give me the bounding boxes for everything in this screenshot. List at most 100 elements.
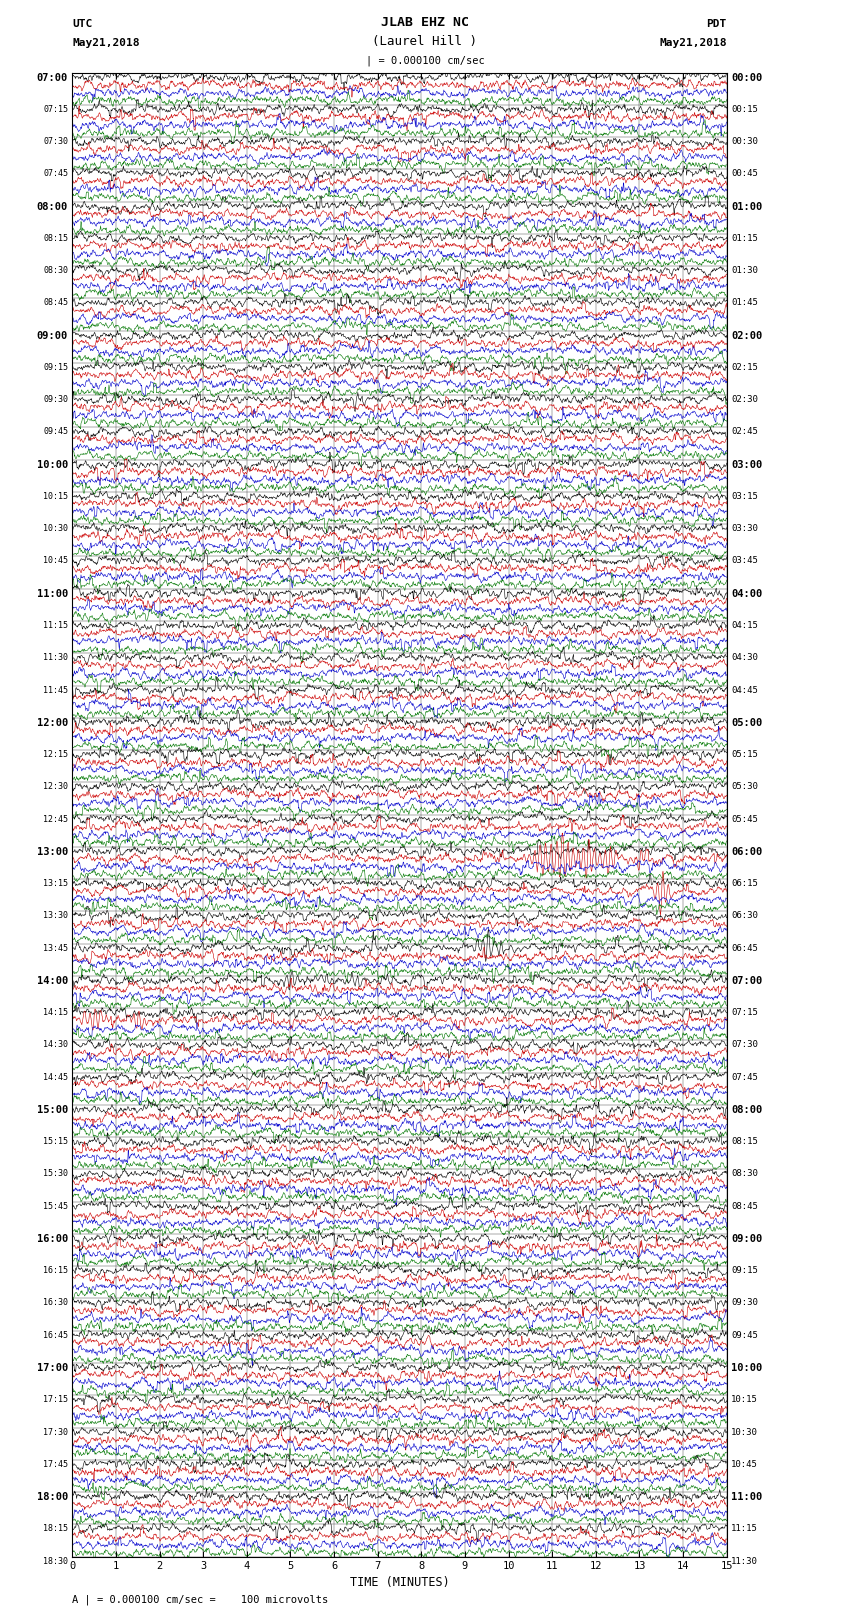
Text: 02:00: 02:00 <box>731 331 762 340</box>
Text: 08:30: 08:30 <box>43 266 68 276</box>
Text: 14:00: 14:00 <box>37 976 68 986</box>
Text: 03:15: 03:15 <box>731 492 758 502</box>
Text: 01:30: 01:30 <box>731 266 758 276</box>
Text: 08:00: 08:00 <box>37 202 68 211</box>
Text: 02:15: 02:15 <box>731 363 758 373</box>
Text: 14:45: 14:45 <box>43 1073 68 1082</box>
Text: 08:15: 08:15 <box>731 1137 758 1147</box>
Text: 04:45: 04:45 <box>731 686 758 695</box>
Text: | = 0.000100 cm/sec: | = 0.000100 cm/sec <box>366 55 484 66</box>
Text: 05:30: 05:30 <box>731 782 758 792</box>
Text: 08:45: 08:45 <box>43 298 68 308</box>
Text: 09:45: 09:45 <box>731 1331 758 1340</box>
Text: 17:30: 17:30 <box>43 1428 68 1437</box>
Text: 11:00: 11:00 <box>37 589 68 598</box>
Text: May21,2018: May21,2018 <box>660 39 727 48</box>
Text: 10:00: 10:00 <box>37 460 68 469</box>
Text: 12:00: 12:00 <box>37 718 68 727</box>
Text: A | = 0.000100 cm/sec =    100 microvolts: A | = 0.000100 cm/sec = 100 microvolts <box>72 1594 328 1605</box>
Text: 12:45: 12:45 <box>43 815 68 824</box>
Text: 08:30: 08:30 <box>731 1169 758 1179</box>
Text: 10:30: 10:30 <box>43 524 68 534</box>
Text: 15:15: 15:15 <box>43 1137 68 1147</box>
Text: 18:30: 18:30 <box>43 1557 68 1566</box>
Text: 05:15: 05:15 <box>731 750 758 760</box>
Text: 09:30: 09:30 <box>731 1298 758 1308</box>
Text: 15:00: 15:00 <box>37 1105 68 1115</box>
Text: 07:15: 07:15 <box>43 105 68 115</box>
Text: 09:30: 09:30 <box>43 395 68 405</box>
Text: 08:00: 08:00 <box>731 1105 762 1115</box>
Text: 12:15: 12:15 <box>43 750 68 760</box>
Text: 10:30: 10:30 <box>731 1428 758 1437</box>
Text: 14:15: 14:15 <box>43 1008 68 1018</box>
Text: 10:45: 10:45 <box>731 1460 758 1469</box>
Text: 07:00: 07:00 <box>731 976 762 986</box>
Text: 05:00: 05:00 <box>731 718 762 727</box>
Text: 01:45: 01:45 <box>731 298 758 308</box>
Text: 02:30: 02:30 <box>731 395 758 405</box>
Text: 17:45: 17:45 <box>43 1460 68 1469</box>
Text: 11:15: 11:15 <box>43 621 68 631</box>
Text: 07:45: 07:45 <box>731 1073 758 1082</box>
Text: 08:15: 08:15 <box>43 234 68 244</box>
Text: 16:00: 16:00 <box>37 1234 68 1244</box>
Text: 12:30: 12:30 <box>43 782 68 792</box>
Text: 03:00: 03:00 <box>731 460 762 469</box>
Text: 09:00: 09:00 <box>731 1234 762 1244</box>
Text: 07:45: 07:45 <box>43 169 68 179</box>
Text: 17:00: 17:00 <box>37 1363 68 1373</box>
Text: 07:30: 07:30 <box>731 1040 758 1050</box>
Text: 11:00: 11:00 <box>731 1492 762 1502</box>
X-axis label: TIME (MINUTES): TIME (MINUTES) <box>349 1576 450 1589</box>
Text: 00:00: 00:00 <box>731 73 762 82</box>
Text: 13:15: 13:15 <box>43 879 68 889</box>
Text: May21,2018: May21,2018 <box>72 39 139 48</box>
Text: 01:15: 01:15 <box>731 234 758 244</box>
Text: 17:15: 17:15 <box>43 1395 68 1405</box>
Text: 09:15: 09:15 <box>43 363 68 373</box>
Text: 03:45: 03:45 <box>731 556 758 566</box>
Text: 00:15: 00:15 <box>731 105 758 115</box>
Text: 06:15: 06:15 <box>731 879 758 889</box>
Text: 10:45: 10:45 <box>43 556 68 566</box>
Text: 04:00: 04:00 <box>731 589 762 598</box>
Text: 07:00: 07:00 <box>37 73 68 82</box>
Text: 09:00: 09:00 <box>37 331 68 340</box>
Text: 14:30: 14:30 <box>43 1040 68 1050</box>
Text: PDT: PDT <box>706 19 727 29</box>
Text: 11:15: 11:15 <box>731 1524 758 1534</box>
Text: 11:45: 11:45 <box>43 686 68 695</box>
Text: 16:45: 16:45 <box>43 1331 68 1340</box>
Text: 16:30: 16:30 <box>43 1298 68 1308</box>
Text: 18:15: 18:15 <box>43 1524 68 1534</box>
Text: 01:00: 01:00 <box>731 202 762 211</box>
Text: 04:30: 04:30 <box>731 653 758 663</box>
Text: 08:45: 08:45 <box>731 1202 758 1211</box>
Text: 18:00: 18:00 <box>37 1492 68 1502</box>
Text: 06:45: 06:45 <box>731 944 758 953</box>
Text: UTC: UTC <box>72 19 93 29</box>
Text: 04:15: 04:15 <box>731 621 758 631</box>
Text: (Laurel Hill ): (Laurel Hill ) <box>372 35 478 48</box>
Text: 00:45: 00:45 <box>731 169 758 179</box>
Text: 16:15: 16:15 <box>43 1266 68 1276</box>
Text: 10:00: 10:00 <box>731 1363 762 1373</box>
Text: 13:45: 13:45 <box>43 944 68 953</box>
Text: 11:30: 11:30 <box>731 1557 758 1566</box>
Text: 15:45: 15:45 <box>43 1202 68 1211</box>
Text: 09:15: 09:15 <box>731 1266 758 1276</box>
Text: 07:15: 07:15 <box>731 1008 758 1018</box>
Text: 15:30: 15:30 <box>43 1169 68 1179</box>
Text: 00:30: 00:30 <box>731 137 758 147</box>
Text: 05:45: 05:45 <box>731 815 758 824</box>
Text: JLAB EHZ NC: JLAB EHZ NC <box>381 16 469 29</box>
Text: 13:30: 13:30 <box>43 911 68 921</box>
Text: 06:00: 06:00 <box>731 847 762 857</box>
Text: 02:45: 02:45 <box>731 427 758 437</box>
Text: 11:30: 11:30 <box>43 653 68 663</box>
Text: 06:30: 06:30 <box>731 911 758 921</box>
Text: 13:00: 13:00 <box>37 847 68 857</box>
Text: 09:45: 09:45 <box>43 427 68 437</box>
Text: 03:30: 03:30 <box>731 524 758 534</box>
